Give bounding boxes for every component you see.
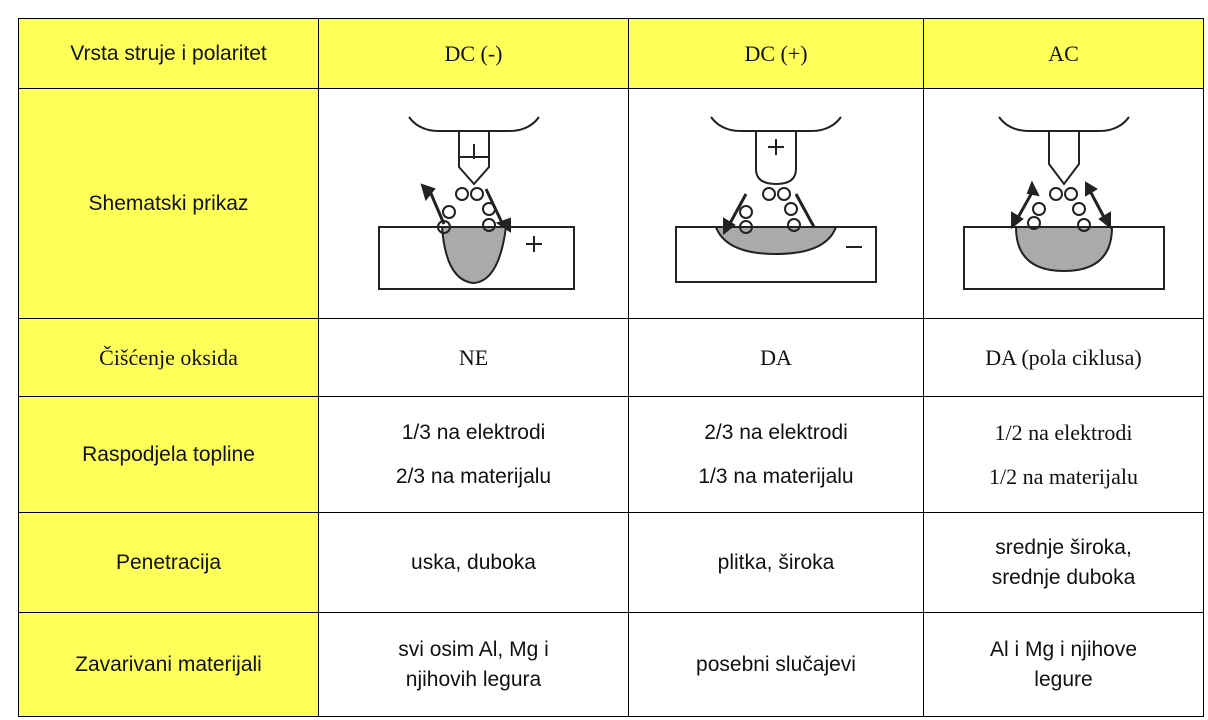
cell: 1/3 na elektrodi 2/3 na materijalu (318, 396, 629, 513)
cell-text: srednje duboka (991, 565, 1136, 589)
comparison-table: Vrsta struje i polaritet DC (-) DC (+) A… (18, 18, 1204, 717)
row-label: Zavarivani materijali (18, 612, 319, 717)
cell-text: njihovih legura (405, 667, 542, 691)
cell: DA (pola ciklusa) (923, 318, 1204, 397)
row-label: Čišćenje oksida (18, 318, 319, 397)
row-label: Shematski prikaz (18, 88, 319, 319)
row: Zavarivani materijali svi osim Al, Mg i n… (18, 612, 1204, 717)
cell: 1/2 na elektrodi 1/2 na materijalu (923, 396, 1204, 513)
cell: NE (318, 318, 629, 397)
cell-text: svi osim Al, Mg i (398, 637, 549, 661)
cell: posebni slučajevi (628, 612, 924, 717)
cell: uska, duboka (318, 512, 629, 613)
header-cell: AC (923, 18, 1204, 89)
ac-diagram (962, 115, 1165, 290)
cell-text: uska, duboka (411, 550, 536, 574)
row: Penetracija uska, duboka plitka, široka … (18, 512, 1204, 613)
dc-negative-diagram (377, 115, 575, 290)
cell: Al i Mg i njihove legure (923, 612, 1204, 717)
cell: 2/3 na elektrodi 1/3 na materijalu (628, 396, 924, 513)
row-label: Penetracija (18, 512, 319, 613)
cell: DA (628, 318, 924, 397)
row: Raspodjela topline 1/3 na elektrodi 2/3 n… (18, 396, 1204, 513)
row: Čišćenje oksida NE DA DA (pola ciklusa) (18, 318, 1204, 397)
cell-text: 1/2 na materijalu (988, 463, 1139, 489)
cell: svi osim Al, Mg i njihovih legura (318, 612, 629, 717)
cell-text: legure (1034, 667, 1093, 691)
cell-text: 2/3 na elektrodi (704, 420, 848, 444)
diagram-cell (628, 88, 924, 319)
header-cell: DC (+) (628, 18, 924, 89)
header-row: Vrsta struje i polaritet DC (-) DC (+) A… (18, 18, 1204, 89)
row-label: Raspodjela topline (18, 396, 319, 513)
header-cell: DC (-) (318, 18, 629, 89)
cell: plitka, široka (628, 512, 924, 613)
diagram-cell (923, 88, 1204, 319)
cell-text: DA (760, 344, 792, 370)
cell-text: NE (458, 344, 489, 370)
dc-positive-diagram (675, 115, 877, 283)
header-cell: Vrsta struje i polaritet (18, 18, 319, 89)
cell-text: DA (pola ciklusa) (985, 344, 1142, 370)
cell-text: plitka, široka (717, 550, 835, 574)
cell-text: 2/3 na materijalu (395, 464, 552, 488)
schematic-row: Shematski prikaz (18, 88, 1204, 319)
cell-text: 1/2 na elektrodi (994, 419, 1133, 445)
cell-text: 1/3 na materijalu (698, 464, 854, 488)
cell-text: posebni slučajevi (696, 652, 856, 676)
cell: srednje široka, srednje duboka (923, 512, 1204, 613)
cell-text: srednje široka, (995, 535, 1132, 559)
cell-text: Al i Mg i njihove (989, 637, 1138, 661)
diagram-cell (318, 88, 629, 319)
cell-text: 1/3 na elektrodi (401, 420, 546, 444)
